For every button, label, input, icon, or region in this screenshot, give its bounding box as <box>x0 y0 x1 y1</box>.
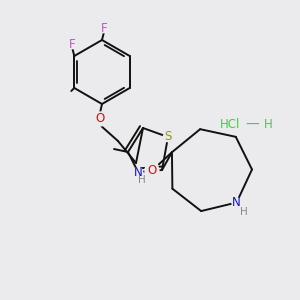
Text: —: — <box>245 118 259 132</box>
Text: H: H <box>240 207 248 217</box>
Text: O: O <box>95 112 105 125</box>
Circle shape <box>68 39 77 49</box>
Circle shape <box>99 23 109 33</box>
Text: O: O <box>147 164 157 177</box>
Text: HCl: HCl <box>220 118 240 131</box>
Text: H: H <box>138 175 146 185</box>
Text: N: N <box>232 196 241 209</box>
Circle shape <box>133 167 143 177</box>
Circle shape <box>232 198 241 207</box>
Circle shape <box>93 112 107 126</box>
Circle shape <box>145 163 159 177</box>
Circle shape <box>163 132 173 142</box>
Text: H: H <box>264 118 272 131</box>
Text: N: N <box>134 166 142 178</box>
Text: S: S <box>164 130 172 143</box>
Text: F: F <box>69 38 76 50</box>
Text: F: F <box>101 22 107 34</box>
